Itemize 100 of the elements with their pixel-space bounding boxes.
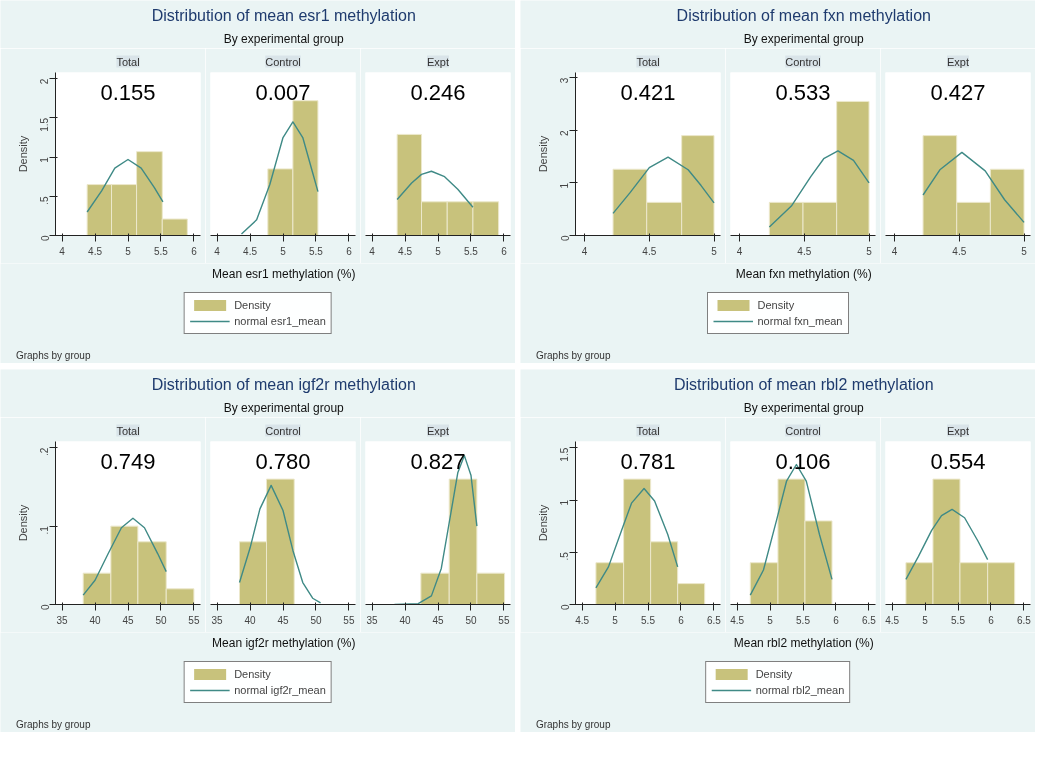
y-tick-label: .1 <box>39 525 51 535</box>
text: Graphs by group <box>535 349 611 361</box>
chart-title: Expt <box>946 55 970 68</box>
y-axis-title: Density <box>16 135 29 173</box>
x-tick-label: 4.5 <box>730 614 745 626</box>
x-tick-label: 4 <box>369 245 376 257</box>
x-axis-title: Mean rbl2 methylation (%) <box>733 635 874 650</box>
legend-label: Density <box>755 668 793 680</box>
chart-title: Total <box>116 55 140 68</box>
y-tick-label: 1 <box>559 182 571 189</box>
x-tick-label: 5.5 <box>309 245 324 257</box>
x-tick-label: 6.5 <box>706 614 722 626</box>
x-tick-label: 6 <box>346 245 353 257</box>
x-tick-label: 4 <box>59 245 66 257</box>
x-tick-label: 5 <box>711 245 718 257</box>
x-tick-label: 6 <box>833 614 840 626</box>
x-tick-label: 5.5 <box>464 245 479 257</box>
chart-title: Expt <box>426 55 450 68</box>
x-tick-label: 5 <box>866 245 873 257</box>
x-tick-label: 6.5 <box>1016 614 1032 626</box>
y-tick-label: 2 <box>39 78 51 85</box>
x-tick-label: 5 <box>612 614 619 626</box>
x-axis-title: Mean esr1 methylation (%) <box>212 266 356 281</box>
text: By experimental group <box>223 31 345 46</box>
annotation: 0.106 <box>775 448 831 474</box>
x-tick-label: 4 <box>736 245 743 257</box>
x-tick-label: 5 <box>922 614 929 626</box>
chart-title: Expt <box>426 424 450 437</box>
legend-label: normal rbl2_mean <box>755 684 845 696</box>
y-tick-label: 0 <box>39 235 51 242</box>
x-tick-label: 4 <box>891 245 898 257</box>
chart-title: Expt <box>946 424 970 437</box>
line-series <box>612 156 715 215</box>
x-tick-label: 4.5 <box>88 245 103 257</box>
x-tick-label: 6 <box>501 245 508 257</box>
annotation: 0.749 <box>100 448 156 474</box>
x-tick-label: 5 <box>280 245 287 257</box>
x-tick-label: 5 <box>435 245 442 257</box>
y-tick-label: 1.5 <box>39 117 51 132</box>
x-tick-label: 50 <box>155 614 167 626</box>
x-tick-label: 40 <box>89 614 102 626</box>
y-tick-label: 0 <box>559 235 571 242</box>
y-tick-label: 1.5 <box>559 447 571 462</box>
x-tick-label: 35 <box>366 614 379 626</box>
x-tick-label: 6 <box>191 245 198 257</box>
annotation: 0.007 <box>255 79 311 105</box>
x-tick-label: 4 <box>581 245 588 257</box>
text: By experimental group <box>743 31 865 46</box>
legend-label: Density <box>757 299 795 311</box>
x-tick-label: 4.5 <box>243 245 258 257</box>
x-tick-label: 4.5 <box>797 245 812 257</box>
y-tick-label: 1 <box>559 499 571 506</box>
chart-title: Control <box>265 55 301 68</box>
text: By experimental group <box>223 400 345 415</box>
text: Distribution of mean esr1 methylation <box>151 7 416 25</box>
x-tick-label: 50 <box>310 614 322 626</box>
y-tick-label: .5 <box>39 195 51 205</box>
x-axis-title: Mean igf2r methylation (%) <box>212 635 356 650</box>
x-tick-label: 40 <box>244 614 257 626</box>
legend-label: normal esr1_mean <box>234 315 326 327</box>
text: Distribution of mean rbl2 methylation <box>673 376 934 394</box>
y-axis-title: Density <box>536 135 549 173</box>
chart-title: Control <box>265 424 301 437</box>
chart-title: Total <box>636 424 660 437</box>
chart-title: Total <box>636 55 660 68</box>
x-tick-label: 45 <box>277 614 289 626</box>
legend-label: normal igf2r_mean <box>234 684 326 696</box>
x-tick-label: 5 <box>767 614 774 626</box>
x-tick-label: 4.5 <box>398 245 413 257</box>
text: Distribution of mean igf2r methylation <box>151 376 416 394</box>
y-tick-label: 3 <box>559 77 571 84</box>
x-axis-title: Mean fxn methylation (%) <box>735 266 872 281</box>
text: Graphs by group <box>15 718 91 730</box>
x-tick-label: 5.5 <box>641 614 656 626</box>
y-tick-label: .5 <box>559 551 571 561</box>
x-tick-label: 5 <box>1021 245 1028 257</box>
x-tick-label: 5.5 <box>796 614 811 626</box>
x-tick-label: 6 <box>988 614 995 626</box>
y-tick-label: 2 <box>559 129 571 136</box>
x-tick-label: 45 <box>122 614 134 626</box>
x-tick-label: 4.5 <box>885 614 900 626</box>
x-tick-label: 35 <box>211 614 224 626</box>
text: By experimental group <box>743 400 865 415</box>
annotation: 0.421 <box>620 79 676 105</box>
annotation: 0.246 <box>410 79 466 105</box>
x-tick-label: 6 <box>678 614 685 626</box>
x-tick-label: 55 <box>188 614 200 626</box>
y-axis-title: Density <box>16 504 29 542</box>
x-tick-label: 4 <box>214 245 221 257</box>
legend-label: Density <box>234 299 271 311</box>
legend-label: Density <box>234 668 271 680</box>
x-tick-label: 50 <box>465 614 477 626</box>
x-tick-label: 4.5 <box>575 614 590 626</box>
x-tick-label: 35 <box>56 614 69 626</box>
x-tick-label: 55 <box>498 614 510 626</box>
y-tick-label: .2 <box>39 447 51 457</box>
chart-title: Total <box>116 424 140 437</box>
x-tick-label: 40 <box>399 614 412 626</box>
annotation: 0.427 <box>930 79 986 105</box>
x-tick-label: 5.5 <box>951 614 966 626</box>
